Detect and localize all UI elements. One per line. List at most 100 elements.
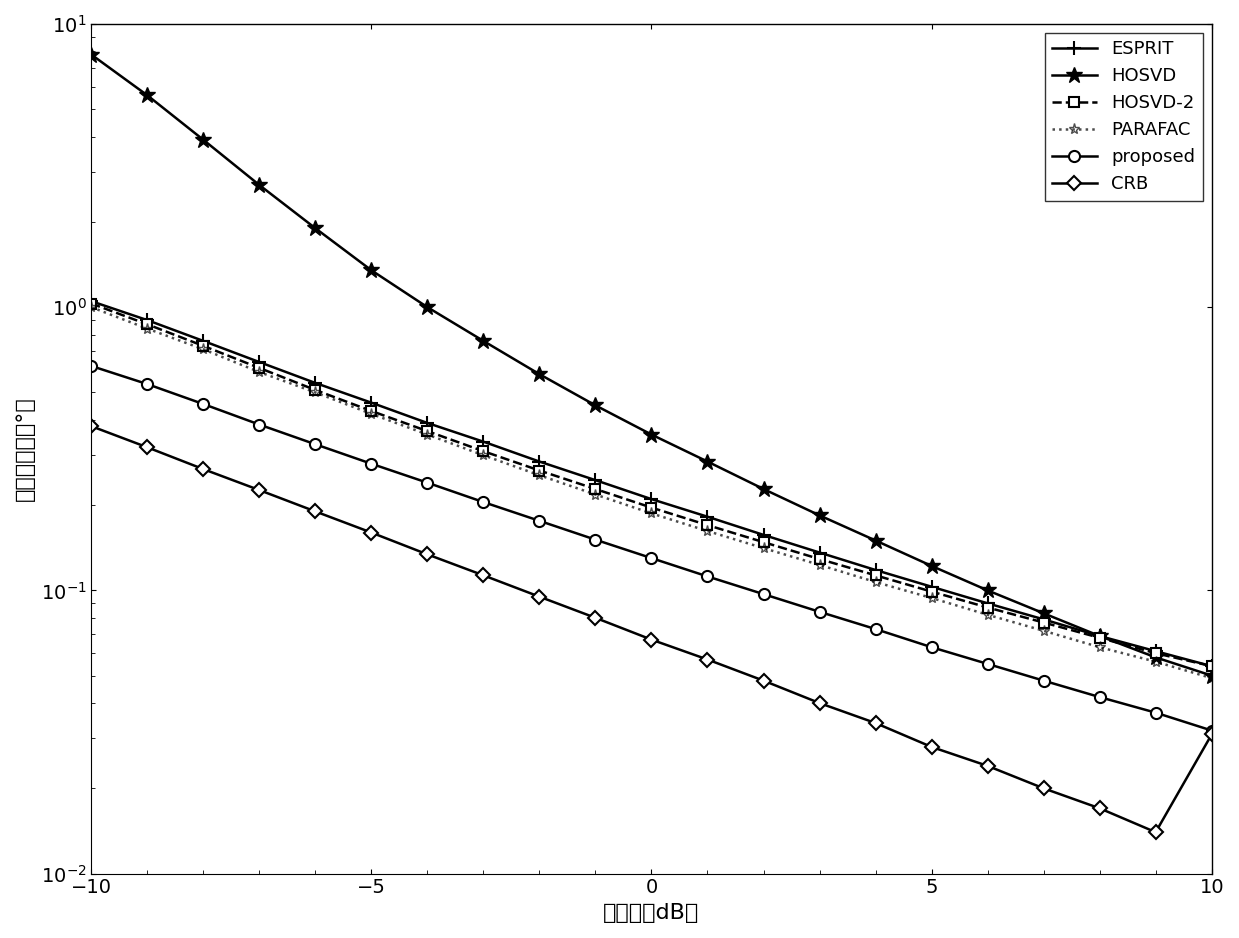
HOSVD-2 <box>364 405 379 416</box>
proposed <box>869 624 883 635</box>
Line: HOSVD: HOSVD <box>83 46 1220 684</box>
CRB <box>476 569 491 581</box>
Legend: ESPRIT, HOSVD, HOSVD-2, PARAFAC, proposed, CRB: ESPRIT, HOSVD, HOSVD-2, PARAFAC, propose… <box>1044 33 1203 201</box>
proposed <box>420 477 435 489</box>
ESPRIT <box>1149 645 1163 657</box>
PARAFAC <box>1093 642 1108 653</box>
proposed <box>924 642 939 653</box>
HOSVD <box>196 134 211 145</box>
proposed <box>756 588 771 599</box>
HOSVD <box>869 535 883 546</box>
CRB <box>980 761 995 772</box>
HOSVD <box>756 483 771 494</box>
Y-axis label: 均方根误差（°）: 均方根误差（°） <box>15 397 35 501</box>
proposed <box>700 571 715 582</box>
HOSVD <box>644 429 659 440</box>
ESPRIT <box>307 377 322 388</box>
HOSVD <box>364 265 379 276</box>
ESPRIT <box>812 547 826 558</box>
HOSVD-2 <box>252 362 266 373</box>
HOSVD-2 <box>140 319 155 330</box>
PARAFAC <box>307 386 322 398</box>
HOSVD <box>532 369 546 380</box>
CRB <box>140 442 155 453</box>
HOSVD-2 <box>476 446 491 457</box>
HOSVD <box>924 560 939 571</box>
PARAFAC <box>196 343 211 355</box>
HOSVD-2 <box>869 569 883 581</box>
CRB <box>869 718 883 729</box>
PARAFAC <box>644 507 659 519</box>
PARAFAC <box>532 470 546 481</box>
ESPRIT <box>1204 660 1219 672</box>
HOSVD <box>420 301 435 312</box>
HOSVD <box>589 400 603 411</box>
ESPRIT <box>532 456 546 467</box>
proposed <box>307 439 322 450</box>
CRB <box>420 549 435 560</box>
PARAFAC <box>140 323 155 334</box>
proposed <box>1093 691 1108 703</box>
proposed <box>980 658 995 670</box>
HOSVD-2 <box>1093 632 1108 643</box>
ESPRIT <box>364 397 379 408</box>
PARAFAC <box>252 367 266 378</box>
Line: PARAFAC: PARAFAC <box>85 302 1217 684</box>
HOSVD-2 <box>532 465 546 477</box>
proposed <box>252 419 266 431</box>
PARAFAC <box>700 525 715 537</box>
ESPRIT <box>252 356 266 368</box>
proposed <box>364 458 379 469</box>
ESPRIT <box>1093 630 1108 642</box>
PARAFAC <box>1036 625 1051 636</box>
HOSVD <box>812 509 826 521</box>
PARAFAC <box>420 429 435 440</box>
PARAFAC <box>364 408 379 419</box>
CRB <box>1204 729 1219 740</box>
HOSVD <box>307 222 322 234</box>
Line: proposed: proposed <box>85 360 1217 736</box>
CRB <box>196 463 211 475</box>
CRB <box>364 527 379 538</box>
PARAFAC <box>476 449 491 461</box>
proposed <box>1149 707 1163 719</box>
HOSVD-2 <box>307 385 322 396</box>
HOSVD-2 <box>1036 617 1051 628</box>
proposed <box>1204 725 1219 736</box>
CRB <box>252 484 266 495</box>
CRB <box>589 613 603 624</box>
CRB <box>84 420 99 431</box>
PARAFAC <box>84 301 99 312</box>
CRB <box>700 654 715 665</box>
CRB <box>756 675 771 687</box>
HOSVD-2 <box>700 520 715 531</box>
CRB <box>532 591 546 602</box>
HOSVD <box>1204 670 1219 681</box>
X-axis label: 信噪比（dB）: 信噪比（dB） <box>603 903 700 923</box>
HOSVD-2 <box>420 426 435 437</box>
HOSVD-2 <box>589 483 603 494</box>
HOSVD-2 <box>756 537 771 548</box>
HOSVD <box>252 179 266 190</box>
PARAFAC <box>1204 673 1219 684</box>
proposed <box>589 534 603 545</box>
HOSVD <box>140 90 155 101</box>
PARAFAC <box>756 542 771 553</box>
HOSVD <box>1093 630 1108 642</box>
PARAFAC <box>589 489 603 500</box>
HOSVD <box>1036 608 1051 619</box>
ESPRIT <box>644 493 659 505</box>
ESPRIT <box>1036 613 1051 625</box>
PARAFAC <box>812 559 826 570</box>
proposed <box>140 378 155 389</box>
HOSVD <box>700 456 715 467</box>
PARAFAC <box>924 593 939 604</box>
HOSVD-2 <box>196 340 211 352</box>
proposed <box>476 496 491 507</box>
ESPRIT <box>869 565 883 576</box>
HOSVD-2 <box>644 502 659 513</box>
HOSVD <box>1149 652 1163 663</box>
proposed <box>1036 675 1051 687</box>
CRB <box>1093 803 1108 814</box>
proposed <box>644 552 659 564</box>
